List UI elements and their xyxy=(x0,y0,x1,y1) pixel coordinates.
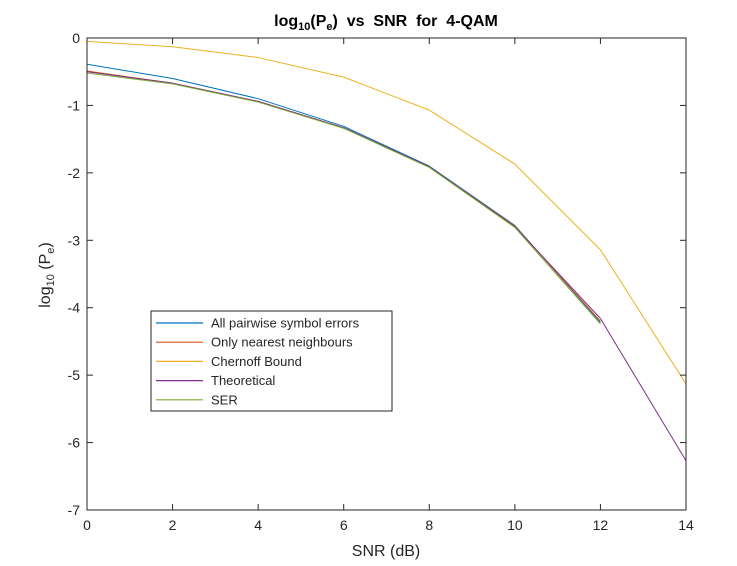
legend-label: Chernoff Bound xyxy=(211,354,302,369)
legend-label: All pairwise symbol errors xyxy=(211,316,360,331)
y-tick-label: -6 xyxy=(68,435,81,451)
y-tick-label: -5 xyxy=(68,367,81,383)
x-tick-label: 6 xyxy=(340,517,348,533)
y-tick-label: -1 xyxy=(68,97,81,113)
legend: All pairwise symbol errors Only nearest n… xyxy=(150,310,393,412)
x-tick-label: 12 xyxy=(593,517,609,533)
series-line-5 xyxy=(86,72,601,325)
x-axis-label: SNR (dB) xyxy=(352,543,420,560)
series-line-4 xyxy=(86,71,687,462)
x-tick-label: 8 xyxy=(425,517,433,533)
series-line-3 xyxy=(86,40,687,385)
legend-label: Only nearest neighbours xyxy=(211,335,353,350)
x-tick-label: 0 xyxy=(83,517,91,533)
legend-label: SER xyxy=(211,392,238,407)
y-tick-label: -7 xyxy=(68,502,81,518)
x-tick-label: 4 xyxy=(254,517,262,533)
axes-box xyxy=(86,37,687,511)
series-line-1 xyxy=(86,63,601,323)
x-tick-label: 2 xyxy=(169,517,177,533)
legend-label: Theoretical xyxy=(211,373,275,388)
y-tick-label: -2 xyxy=(68,165,81,181)
y-tick-label: -4 xyxy=(68,300,81,316)
y-tick-label: -3 xyxy=(68,232,81,248)
chart-title: log10(Pe) vs SNR for 4-QAM xyxy=(274,13,498,33)
y-tick-label: 0 xyxy=(72,30,80,46)
x-tick-label: 14 xyxy=(678,517,694,533)
y-axis-label: log10 (Pe) xyxy=(37,242,57,308)
x-tick-label: 10 xyxy=(507,517,523,533)
plot-area xyxy=(87,38,686,510)
